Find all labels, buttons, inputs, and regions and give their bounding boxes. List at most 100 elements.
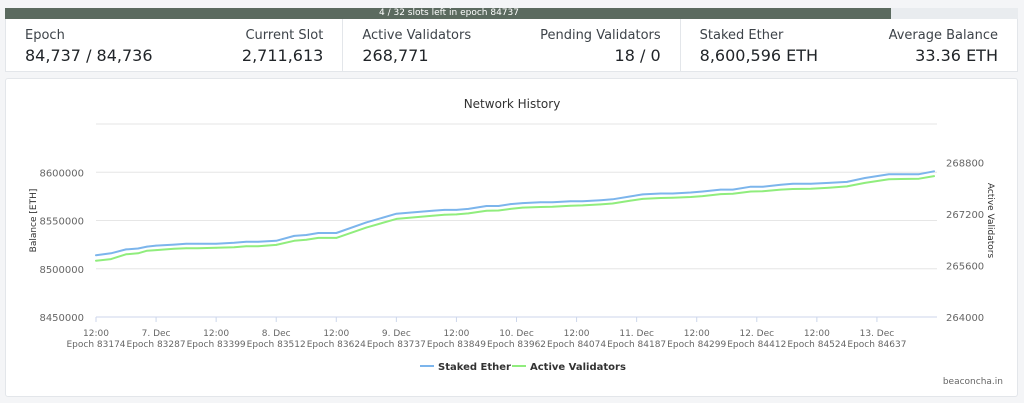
data-point	[509, 208, 512, 210]
data-point	[918, 177, 920, 180]
data-point	[900, 178, 902, 180]
stat-active-validators: Active Validators 268,771	[362, 27, 471, 71]
data-point	[749, 185, 752, 188]
data-point	[641, 198, 644, 200]
data-point	[155, 249, 157, 251]
data-point	[761, 185, 764, 188]
stat-group-validators: Active Validators 268,771 Pending Valida…	[343, 19, 681, 71]
x-tick-label: 12:00	[804, 329, 830, 339]
y2-tick-label: 267200	[946, 210, 984, 221]
stat-epoch: Epoch 84,737 / 84,736	[25, 27, 153, 71]
stat-staked-ether: Staked Ether 8,600,596 ETH	[700, 27, 818, 71]
data-point	[641, 193, 644, 196]
data-point	[888, 178, 890, 181]
data-point	[521, 202, 524, 204]
x-tick-sublabel: Epoch 83849	[427, 340, 486, 350]
data-point	[455, 209, 458, 211]
x-tick-label: 12:00	[83, 329, 109, 339]
stat-active-validators-value: 268,771	[362, 46, 429, 65]
stat-staked-ether-label: Staked Ether	[699, 28, 784, 43]
legend-item-active-validators[interactable]: Active Validators	[530, 362, 626, 373]
data-point	[431, 210, 434, 212]
data-point	[629, 199, 632, 202]
data-point	[659, 192, 662, 195]
y2-tick-label: 264000	[946, 313, 984, 324]
data-point	[257, 240, 259, 243]
data-point	[828, 186, 830, 189]
data-point	[701, 195, 704, 197]
series-line-staked-ether	[95, 170, 935, 257]
x-tick-sublabel: Epoch 84412	[727, 340, 786, 350]
data-point	[497, 205, 500, 207]
stat-average-balance: Average Balance 33.36 ETH	[889, 27, 998, 71]
data-point	[293, 239, 296, 242]
stat-active-validators-label: Active Validators	[362, 28, 472, 43]
data-point	[671, 192, 674, 195]
x-tick-sublabel: Epoch 84299	[667, 340, 726, 350]
data-point	[197, 247, 199, 249]
data-point	[443, 213, 446, 216]
data-point	[233, 246, 235, 248]
data-point	[125, 248, 127, 251]
data-point	[233, 241, 235, 244]
x-tick-sublabel: Epoch 84637	[847, 340, 906, 350]
y2-axis-title: Active Validators	[985, 183, 995, 259]
data-point	[551, 205, 554, 208]
data-point	[569, 204, 572, 207]
stat-current-slot-value: 2,711,613	[241, 46, 324, 65]
data-point	[497, 209, 500, 212]
data-point	[689, 196, 692, 198]
x-tick-label: 12:00	[684, 329, 710, 339]
x-tick-sublabel: Epoch 83737	[367, 340, 426, 350]
data-point	[317, 232, 320, 234]
x-tick-label: 12. Dec	[739, 329, 774, 339]
chart-credit[interactable]: beaconcha.in	[942, 377, 1003, 387]
data-point	[888, 173, 890, 175]
data-point	[335, 237, 338, 239]
data-point	[305, 234, 308, 236]
stat-average-balance-value: 33.36 ETH	[915, 46, 998, 65]
data-point	[485, 205, 488, 207]
data-point	[629, 195, 632, 198]
data-point	[467, 212, 470, 215]
data-point	[846, 181, 848, 183]
data-point	[581, 200, 584, 202]
data-point	[780, 188, 782, 191]
data-point	[173, 248, 175, 250]
data-point	[395, 218, 398, 220]
data-point	[689, 191, 692, 194]
data-point	[846, 185, 848, 188]
data-point	[137, 252, 139, 255]
data-point	[599, 203, 602, 206]
y2-tick-label: 268800	[946, 159, 984, 170]
stat-average-balance-label: Average Balance	[888, 28, 998, 43]
legend-item-staked-ether[interactable]: Staked Ether	[438, 362, 511, 373]
data-point	[317, 237, 320, 239]
data-point	[95, 254, 97, 257]
data-point	[749, 190, 752, 193]
data-point	[275, 244, 278, 246]
data-point	[810, 183, 812, 185]
data-point	[443, 209, 446, 211]
data-point	[719, 193, 722, 195]
data-point	[215, 242, 217, 245]
x-tick-sublabel: Epoch 83174	[66, 340, 125, 350]
data-point	[761, 190, 764, 193]
data-point	[780, 183, 782, 186]
data-point	[197, 242, 199, 245]
y-tick-label: 8500000	[39, 265, 84, 276]
stat-current-slot-label: Current Slot	[245, 28, 324, 43]
data-point	[305, 239, 308, 241]
data-point	[659, 197, 662, 199]
x-tick-sublabel: Epoch 83287	[127, 340, 186, 350]
data-point	[792, 188, 794, 190]
data-point	[95, 259, 97, 262]
data-point	[455, 213, 458, 216]
x-tick-label: 9. Dec	[382, 329, 411, 339]
y-axis-title: Balance [ETH]	[29, 189, 39, 253]
stat-epoch-value: 84,737 / 84,736	[25, 46, 153, 65]
network-stats-panel: Epoch 84,737 / 84,736 Current Slot 2,711…	[5, 19, 1018, 72]
stat-pending-validators: Pending Validators 18 / 0	[540, 27, 661, 71]
epoch-progress-label: 4 / 32 slots left in epoch 84737	[379, 8, 519, 18]
data-point	[275, 239, 278, 242]
